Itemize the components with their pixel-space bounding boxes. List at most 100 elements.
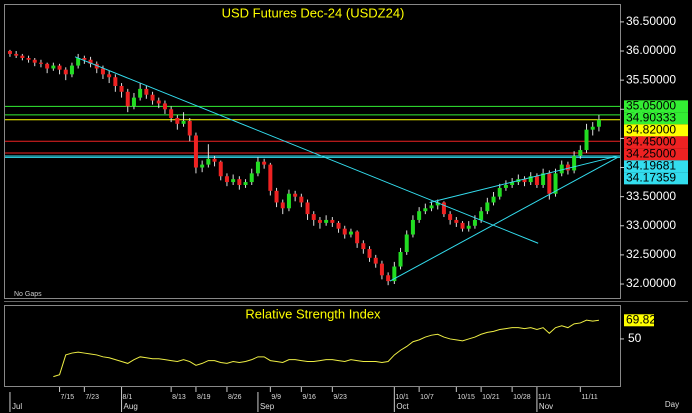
rsi-line [53, 319, 599, 378]
candle-body [169, 109, 174, 119]
candle-body [503, 184, 508, 188]
candle-body [224, 176, 229, 183]
annotation: No Gaps [14, 291, 42, 298]
candle-body [578, 150, 583, 156]
y-tick-label: 33.50000 [626, 189, 676, 203]
candle-body [423, 208, 428, 212]
candle-body [69, 65, 74, 75]
candle-body [559, 164, 564, 174]
x-tick-label: 7/23 [85, 394, 99, 401]
candle-body [262, 161, 267, 165]
x-tick-label: 8/1 [123, 394, 133, 401]
candle-body [38, 62, 43, 64]
candle-body [212, 158, 217, 162]
candle-body [348, 231, 353, 235]
candle-body [386, 275, 391, 282]
month-label: Jul [12, 402, 22, 411]
rsi-panel [4, 305, 621, 387]
candle-body [429, 205, 434, 209]
candle-body [472, 219, 477, 226]
level-label-box [624, 148, 688, 161]
y-tick-label: 36.00000 [626, 43, 676, 57]
candle-body [125, 91, 130, 107]
level-label-box [624, 100, 688, 113]
candle-body [76, 58, 81, 66]
candle-body [138, 88, 143, 98]
candle-body [491, 196, 496, 203]
candle-body [572, 155, 577, 171]
candle-body [255, 161, 260, 174]
candle-body [379, 263, 384, 276]
candle-body [534, 176, 539, 185]
candle-body [460, 222, 465, 229]
candle-body [7, 51, 12, 54]
candle-body [131, 97, 136, 107]
candle-body [119, 85, 124, 92]
candle-body [156, 100, 161, 104]
y-tick-label: 33.00000 [626, 218, 676, 232]
level-label: 34.25000 [626, 147, 676, 161]
candle-body [435, 202, 440, 206]
candle-body [404, 234, 409, 252]
candle-body [454, 219, 459, 223]
x-tick-label: 11/11 [581, 394, 598, 401]
level-label: 34.90333 [626, 111, 676, 125]
candle-body [547, 173, 552, 194]
candle-body [268, 164, 273, 191]
candle-body [63, 69, 68, 75]
x-unit-label: Day [665, 400, 679, 409]
month-label: Nov [539, 402, 553, 411]
candle-body [249, 173, 254, 183]
candle-body [441, 202, 446, 215]
candle-body [541, 173, 546, 185]
month-label: Sep [260, 402, 275, 411]
candle-body [107, 74, 112, 78]
candle-body [584, 129, 589, 151]
x-tick-label: 8/19 [197, 394, 211, 401]
candle-body [299, 196, 304, 203]
candle-body [274, 190, 279, 203]
candle-body [510, 182, 515, 185]
candle-body [373, 257, 378, 264]
candle-body [565, 164, 570, 171]
candle-body [206, 158, 211, 165]
x-tick-label: 11/1 [538, 394, 551, 401]
candle-body [410, 219, 415, 235]
last-label: 69.82 [626, 312, 656, 326]
level-label: 34.17359 [626, 171, 676, 185]
candle-body [82, 58, 87, 60]
candle-body [361, 243, 366, 250]
trendline [74, 56, 539, 244]
rsi-title: Relative Strength Index [245, 306, 381, 321]
candle-body [448, 214, 453, 220]
last-label-box [624, 314, 654, 327]
x-tick-label: 10/21 [482, 394, 500, 401]
candle-body [553, 173, 558, 194]
trendline [389, 156, 618, 282]
candle-body [32, 59, 37, 63]
level-label: 34.82000 [626, 123, 676, 137]
candle-body [317, 219, 322, 223]
candle-body [14, 53, 19, 56]
candle-body [417, 211, 422, 220]
level-label: 34.45000 [626, 135, 676, 149]
candle-body [398, 251, 403, 267]
candle-body [497, 187, 502, 197]
x-tick-label: 8/13 [172, 394, 186, 401]
candle-body [355, 231, 360, 244]
candle-body [20, 55, 25, 59]
candle-body [45, 63, 50, 69]
candle-body [243, 182, 248, 185]
y-tick-label: 32.50000 [626, 247, 676, 261]
y-tick-label: 35.50000 [626, 72, 676, 86]
candle-body [466, 225, 471, 229]
y-tick-label: 36.50000 [626, 14, 676, 28]
candle-body [293, 193, 298, 197]
candle-body [336, 222, 341, 229]
candle-body [367, 249, 372, 258]
candle-body [162, 103, 167, 110]
candle-body [187, 120, 192, 136]
candle-body [342, 228, 347, 235]
